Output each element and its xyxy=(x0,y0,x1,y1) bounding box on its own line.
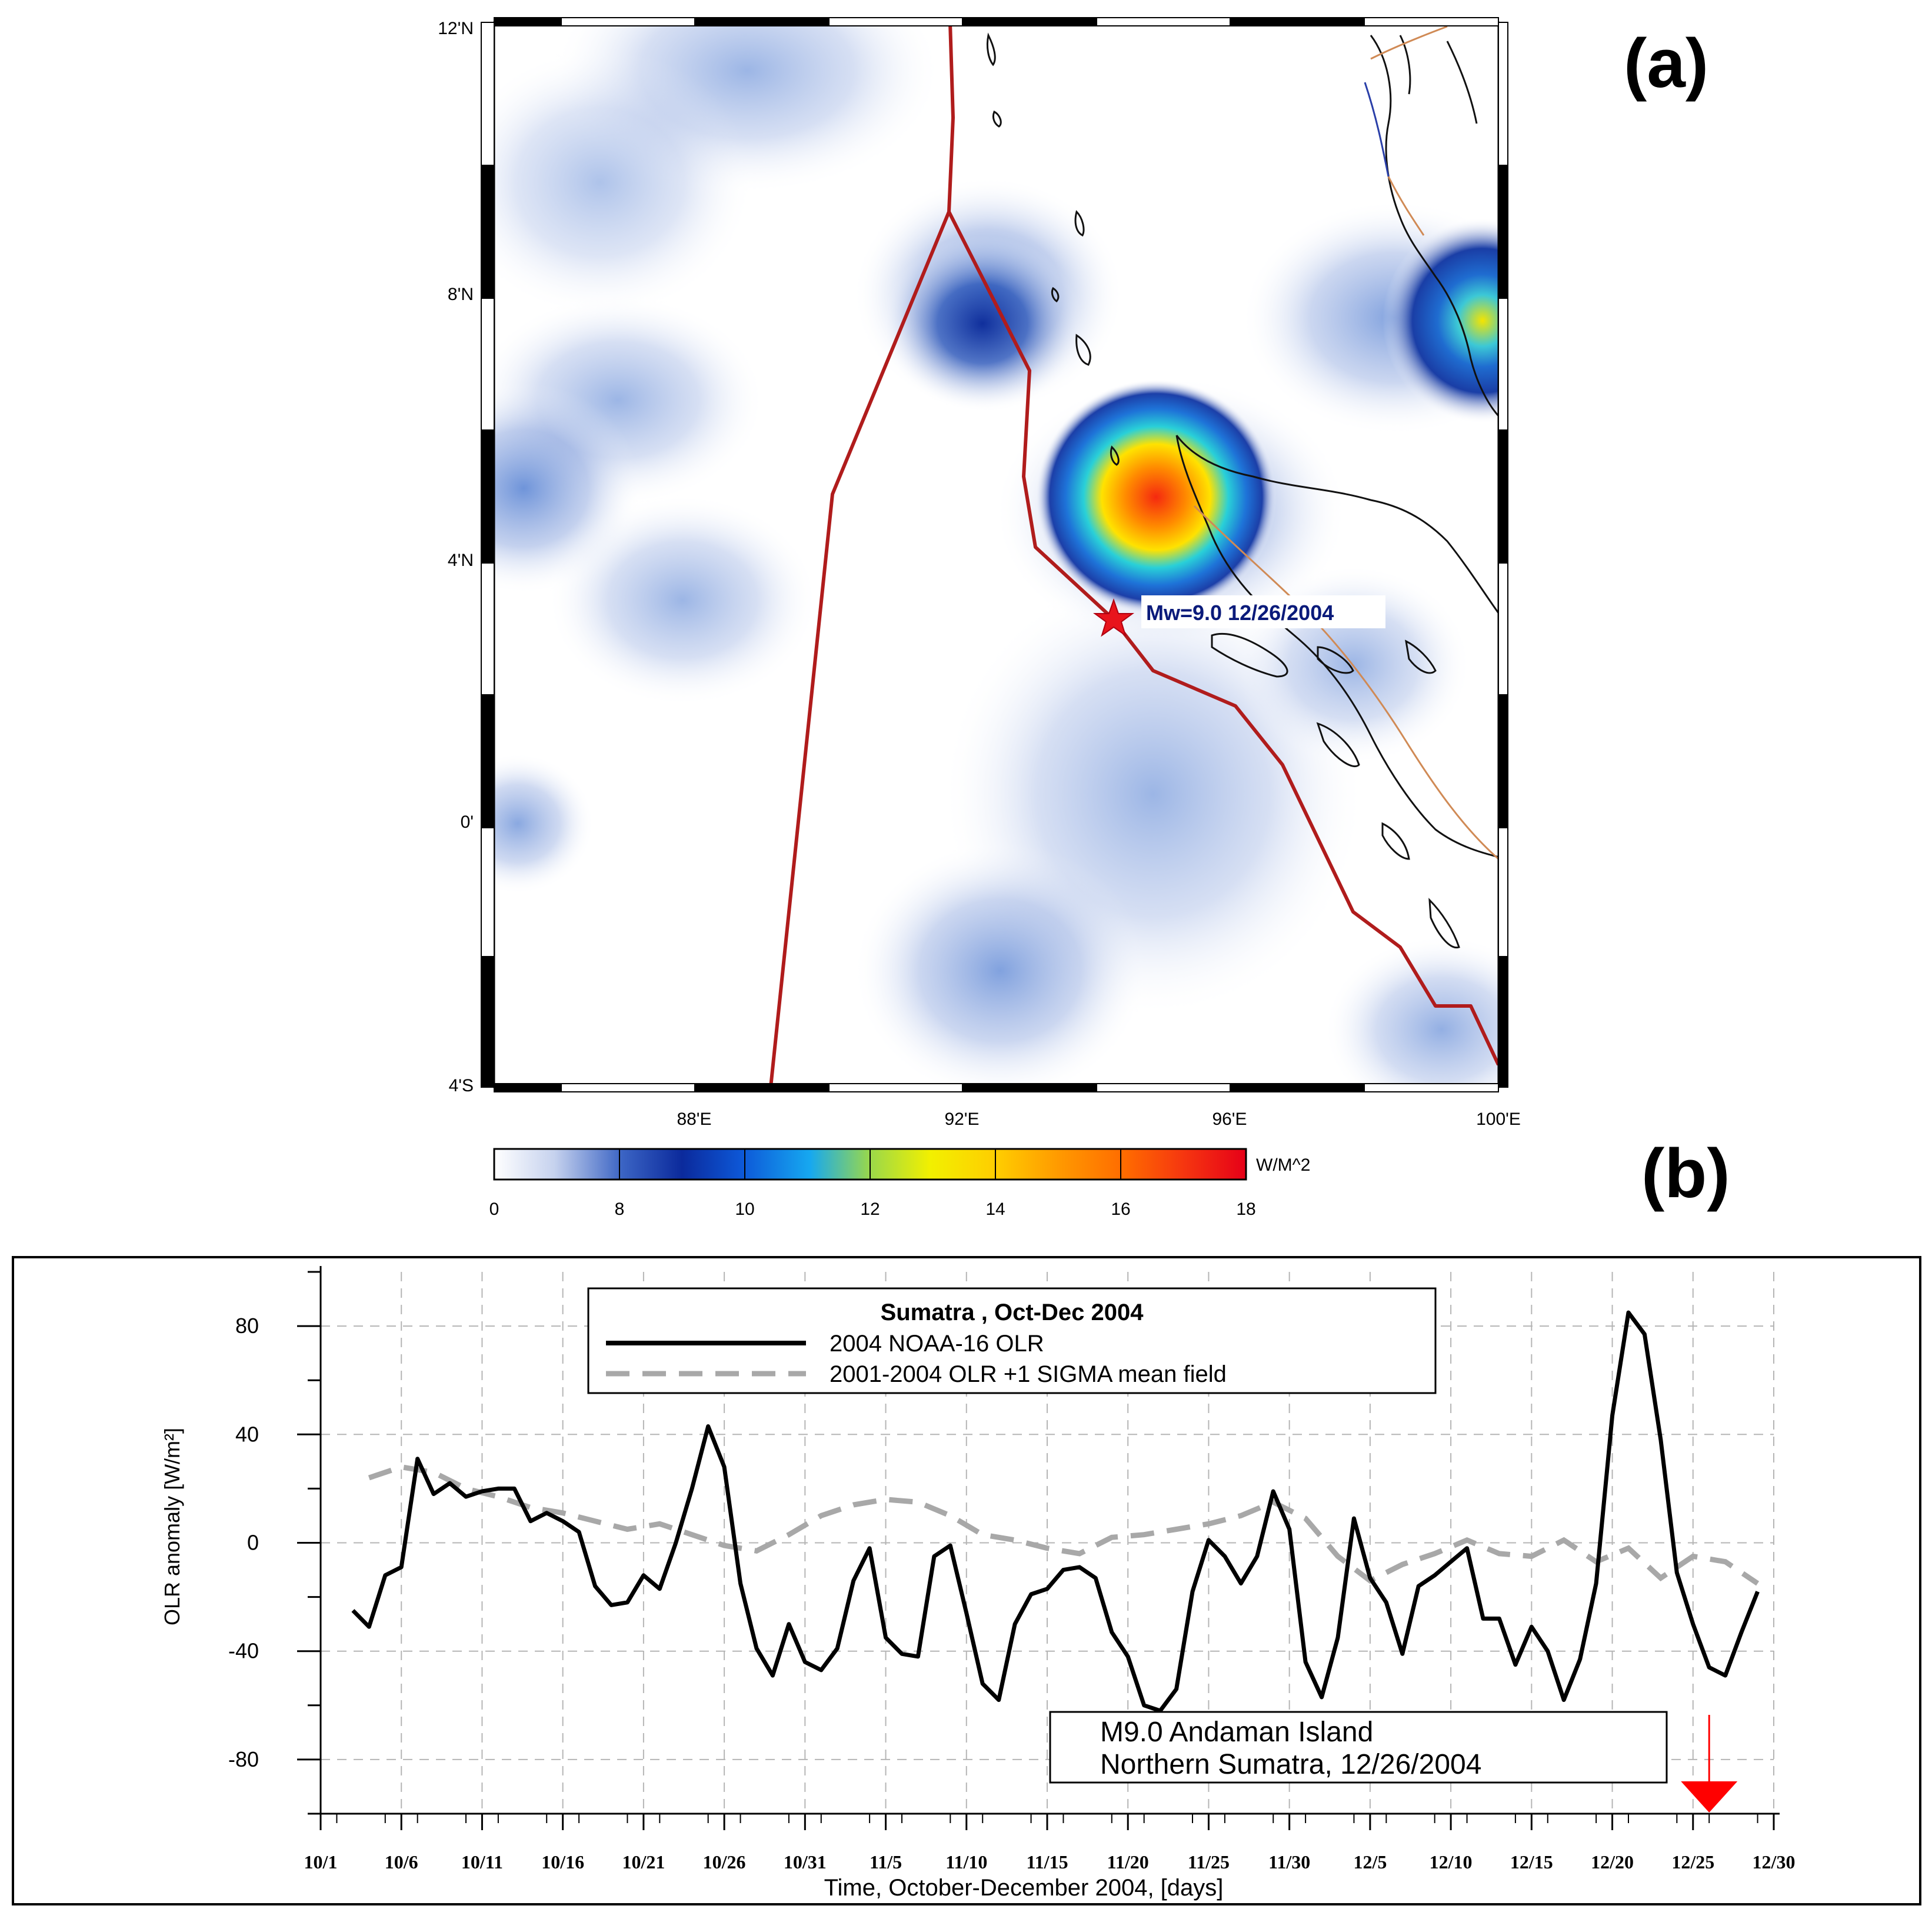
x-tick-label: 10/6 xyxy=(385,1851,418,1873)
y-tick-label: 40 xyxy=(235,1422,259,1446)
series-noaa16-olr-line xyxy=(351,1310,1760,1713)
x-tick-label: 10/16 xyxy=(541,1851,584,1873)
annotation-line-1: M9.0 Andaman Island xyxy=(1100,1717,1373,1748)
map-frame xyxy=(481,17,1508,1092)
lat-label: 12'N xyxy=(438,19,474,38)
panel-b-label: (b) xyxy=(1641,1135,1730,1212)
y-tick-labels: -80 -40 0 40 80 xyxy=(228,1314,259,1771)
x-tick-labels: 10/1 10/6 10/11 10/16 10/21 10/26 10/31 11/5 11/… xyxy=(304,1851,1796,1873)
x-tick-label: 12/5 xyxy=(1353,1851,1387,1873)
legend-entry-olr: 2004 NOAA-16 OLR xyxy=(830,1331,1044,1357)
epicenter-marker: Mw=9.0 12/26/2004 xyxy=(1092,595,1385,637)
legend-title: Sumatra , Oct-Dec 2004 xyxy=(881,1300,1144,1325)
panel-a-label: (a) xyxy=(1624,25,1708,102)
earthquake-label-box xyxy=(1141,595,1385,628)
series-mean-field-line xyxy=(368,1464,1760,1586)
lat-label: 8'N xyxy=(448,285,474,304)
chart-axes xyxy=(297,1266,1780,1830)
chart-legend: Sumatra , Oct-Dec 2004 2004 NOAA-16 OLR … xyxy=(587,1287,1437,1394)
colorbar-tick: 0 xyxy=(489,1200,499,1219)
fault-lines xyxy=(1193,25,1498,860)
colorbar-tick: 10 xyxy=(735,1200,754,1219)
x-tick-label: 12/30 xyxy=(1753,1851,1796,1873)
olr-anomaly-field xyxy=(494,22,1498,1087)
arrow-down-icon xyxy=(1681,1781,1738,1813)
lon-label: 92'E xyxy=(944,1110,979,1129)
colorbar-tick: 8 xyxy=(615,1200,625,1219)
colorbar-tick: 16 xyxy=(1111,1200,1130,1219)
event-annotation: M9.0 Andaman Island Northern Sumatra, 12… xyxy=(1049,1711,1668,1784)
y-tick-label: -40 xyxy=(228,1639,259,1663)
plate-boundary xyxy=(769,22,1498,1087)
colorbar-tick: 12 xyxy=(860,1200,880,1219)
colorbar-unit: W/M^2 xyxy=(1256,1155,1310,1175)
earthquake-label: Mw=9.0 12/26/2004 xyxy=(1146,601,1334,625)
colorbar-tick: 18 xyxy=(1236,1200,1255,1219)
latitude-labels: 12'N 8'N 4'N 0' 4'S xyxy=(438,19,474,1095)
event-marker xyxy=(1681,1715,1738,1813)
x-tick-label: 11/25 xyxy=(1188,1851,1230,1873)
longitude-labels: 88'E 92'E 96'E 100'E xyxy=(677,1110,1520,1129)
map-panel: (a) xyxy=(438,17,1708,1219)
x-tick-label: 10/26 xyxy=(703,1851,746,1873)
x-tick-label: 11/5 xyxy=(870,1851,902,1873)
y-tick-label: -80 xyxy=(228,1747,259,1771)
lat-label: 0' xyxy=(461,812,474,832)
annotation-line-2: Northern Sumatra, 12/26/2004 xyxy=(1100,1749,1481,1780)
annotation-box xyxy=(1049,1711,1668,1784)
x-tick-label: 10/31 xyxy=(784,1851,827,1873)
lon-label: 96'E xyxy=(1212,1110,1247,1129)
x-tick-label: 12/10 xyxy=(1430,1851,1473,1873)
x-tick-label: 11/30 xyxy=(1268,1851,1310,1873)
lat-label: 4'N xyxy=(448,551,474,570)
x-tick-label: 11/15 xyxy=(1026,1851,1068,1873)
lat-label: 4'S xyxy=(449,1076,474,1095)
y-tick-label: 0 xyxy=(247,1531,259,1555)
x-tick-label: 11/20 xyxy=(1107,1851,1149,1873)
x-tick-label: 12/20 xyxy=(1591,1851,1634,1873)
legend-entry-mean: 2001-2004 OLR +1 SIGMA mean field xyxy=(830,1361,1227,1387)
x-tick-label: 10/21 xyxy=(622,1851,665,1873)
y-axis-title: OLR anomaly [W/m²] xyxy=(160,1428,184,1625)
x-tick-label: 11/10 xyxy=(945,1851,987,1873)
lon-label: 88'E xyxy=(677,1110,711,1129)
colorbar-tick: 14 xyxy=(985,1200,1005,1219)
x-axis-title: Time, October-December 2004, [days] xyxy=(824,1875,1224,1901)
y-tick-label: 80 xyxy=(235,1314,259,1338)
lon-label: 100'E xyxy=(1476,1110,1521,1129)
x-tick-label: 12/15 xyxy=(1510,1851,1553,1873)
star-icon xyxy=(1092,598,1135,637)
x-tick-label: 10/1 xyxy=(304,1851,338,1873)
coastlines xyxy=(986,32,1498,949)
x-tick-label: 12/25 xyxy=(1671,1851,1714,1873)
colorbar: W/M^2 0 8 10 12 14 16 18 xyxy=(489,1148,1310,1219)
x-tick-label: 10/11 xyxy=(461,1851,503,1873)
